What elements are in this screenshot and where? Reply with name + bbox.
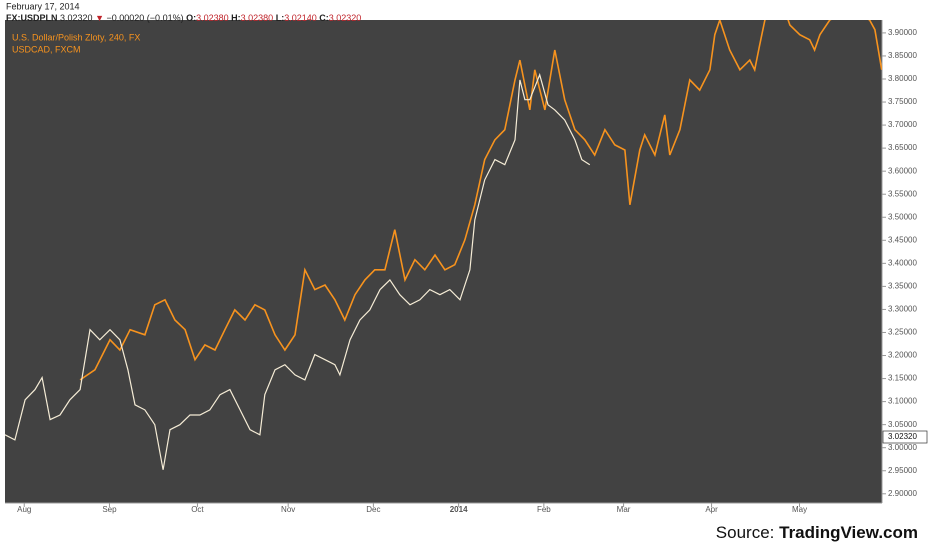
y-tick-label: 3.10000 — [888, 397, 917, 406]
y-tick-label: 3.75000 — [888, 97, 917, 106]
series-line — [79, 20, 882, 381]
y-tick-label: 2.90000 — [888, 489, 917, 498]
x-tick-label: Aug — [17, 505, 31, 514]
y-tick-label: 3.05000 — [888, 420, 917, 429]
y-tick-label: 3.45000 — [888, 235, 917, 244]
x-tick-label: Sep — [102, 505, 117, 514]
c: 3.02320 — [329, 13, 362, 23]
y-tick-label: 3.15000 — [888, 374, 917, 383]
y-tick-label: 3.30000 — [888, 305, 917, 314]
x-tick-label: May — [792, 505, 807, 514]
symbol: FX:USDPLN — [6, 13, 58, 23]
h-label: H: — [231, 13, 241, 23]
change: −0.00020 (−0.01%) — [107, 13, 184, 23]
y-tick-label: 3.80000 — [888, 74, 917, 83]
x-tick-label: Dec — [366, 505, 380, 514]
x-tick-label: Nov — [281, 505, 295, 514]
l-label: L: — [276, 13, 285, 23]
legend-entry: U.S. Dollar/Polish Zloty, 240, FX — [12, 32, 140, 42]
plot-area — [5, 20, 882, 503]
y-tick-label: 3.50000 — [888, 212, 917, 221]
source-name: TradingView.com — [779, 523, 918, 542]
x-tick-label: Feb — [537, 505, 551, 514]
series-line — [5, 72, 591, 470]
x-tick-label: 2014 — [450, 505, 468, 514]
y-tick-label: 3.00000 — [888, 443, 917, 452]
y-tick-label: 3.25000 — [888, 328, 917, 337]
y-tick-label: 3.65000 — [888, 143, 917, 152]
legend-entry: USDCAD, FXCM — [12, 44, 81, 54]
arrow: ▼ — [95, 13, 104, 23]
last-value-label: 3.02320 — [888, 432, 917, 441]
x-tick-label: Mar — [617, 505, 631, 514]
y-tick-label: 3.60000 — [888, 166, 917, 175]
y-tick-label: 3.20000 — [888, 351, 917, 360]
y-tick-label: 3.85000 — [888, 51, 917, 60]
source: Source: TradingView.com — [716, 523, 918, 542]
price: 3.02320 — [60, 13, 93, 23]
y-tick-label: 3.35000 — [888, 281, 917, 290]
x-tick-label: Apr — [705, 505, 718, 514]
date: February 17, 2014 — [6, 1, 80, 11]
last-value-box — [882, 430, 928, 444]
l: 3.02140 — [284, 13, 317, 23]
y-tick-label: 3.90000 — [888, 28, 917, 37]
ohlc: FX:USDPLN 3.02320 ▼ −0.00020 (−0.01%) O:… — [6, 13, 361, 23]
source-prefix: Source: — [716, 523, 775, 542]
y-tick-label: 3.55000 — [888, 189, 917, 198]
y-tick-label: 2.95000 — [888, 466, 917, 475]
y-tick-label: 3.70000 — [888, 120, 917, 129]
o-label: O: — [186, 13, 196, 23]
x-tick-label: Oct — [191, 505, 204, 514]
o: 3.02380 — [196, 13, 229, 23]
c-label: C: — [319, 13, 329, 23]
y-tick-label: 3.40000 — [888, 258, 917, 267]
h: 3.02380 — [241, 13, 274, 23]
